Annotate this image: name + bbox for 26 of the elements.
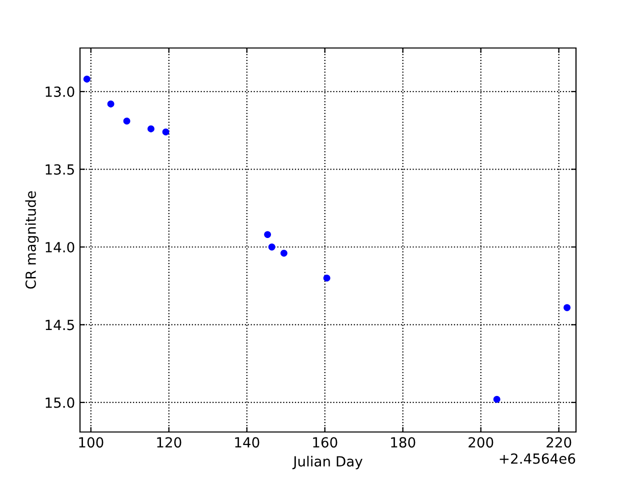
point: [323, 274, 330, 282]
x-tick-label: 220: [546, 437, 572, 448]
point: [564, 304, 571, 312]
point: [280, 250, 288, 257]
y-tick-label: 15.0: [46, 397, 74, 408]
x-tick-label: 200: [468, 437, 494, 448]
y-tick-label: 13.5: [46, 164, 74, 175]
point: [162, 128, 170, 136]
x-tick-label: 160: [313, 437, 338, 448]
point: [264, 231, 272, 238]
y-tick-label: 14.0: [46, 242, 74, 252]
point: [83, 76, 90, 83]
x-tick-label: 100: [79, 437, 104, 448]
text: +2.4564e6: [500, 453, 576, 464]
point: [107, 100, 114, 108]
x-tick-label: 180: [391, 437, 416, 448]
point: [123, 118, 130, 125]
y-tick-label: 14.5: [46, 320, 74, 330]
y-axis-title: CR magnitude: [25, 191, 39, 289]
x-tick-label: 120: [157, 437, 182, 448]
point: [147, 125, 154, 132]
y-tick-label: 13.0: [46, 86, 74, 98]
point: [268, 244, 276, 250]
point: [493, 396, 500, 403]
x-axis-title: Julian Day: [292, 456, 362, 470]
x-tick-label: 140: [235, 437, 260, 448]
